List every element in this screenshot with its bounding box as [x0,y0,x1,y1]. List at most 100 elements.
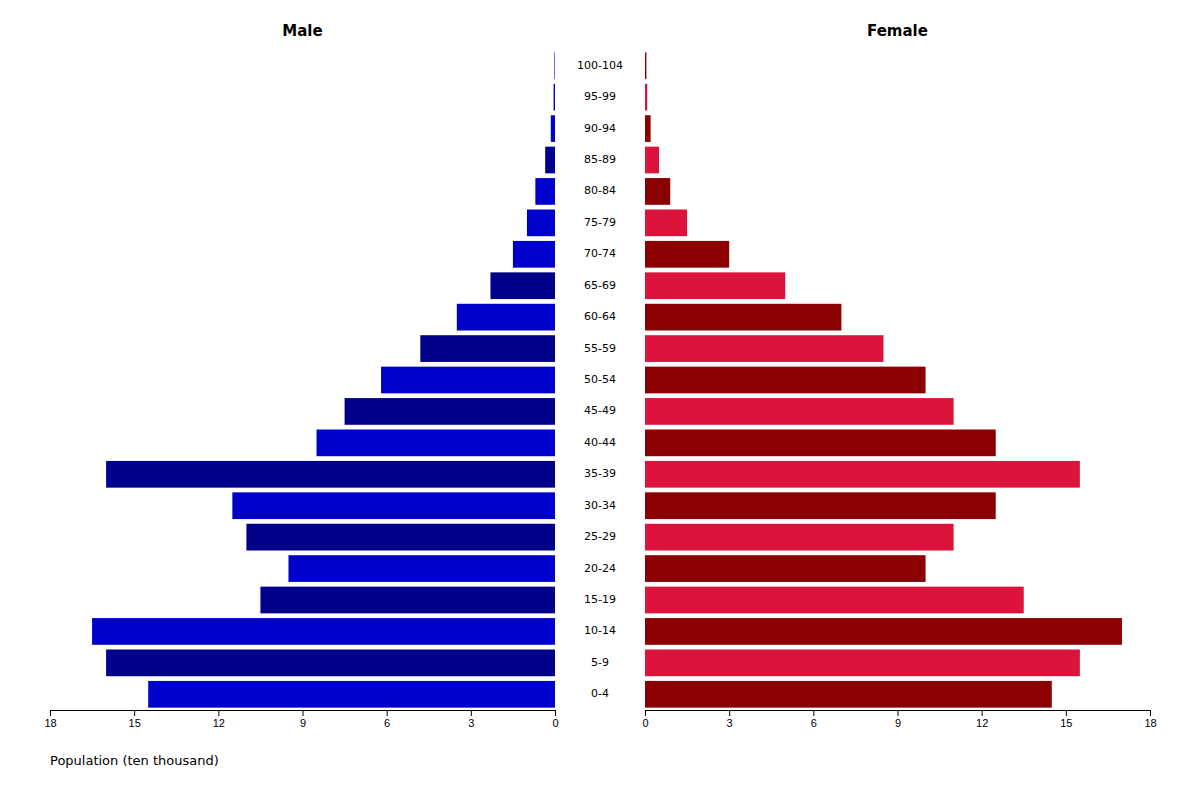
bar [513,241,555,268]
tick-label: 6 [384,717,390,729]
axis-line [646,711,1151,717]
bar [535,178,555,205]
tick-label: 9 [300,717,306,729]
tick: 6 [384,710,390,729]
category-label: 15-19 [584,593,616,606]
bar [288,555,555,582]
category-label: 25-29 [584,530,616,543]
tick-mark [387,710,388,716]
bar [645,272,785,299]
tick: 6 [811,710,817,729]
bar [381,367,555,394]
tick-label: 3 [468,717,474,729]
category-label: 85-89 [584,153,616,166]
panel-title: Male [282,22,322,40]
category-label: 90-94 [584,122,616,135]
chart: 0369121518Male0369121518Female0-45-910-1… [0,0,1200,800]
category-label: 0-4 [591,687,609,700]
bar [554,84,555,111]
tick-label: 15 [129,717,141,729]
tick-mark [1150,710,1151,716]
bar [551,115,555,142]
bar [645,147,659,174]
category-label: 80-84 [584,184,616,197]
bar [645,241,729,268]
tick-mark [555,710,556,716]
bar [645,492,996,519]
tick-mark [898,710,899,716]
bar [106,650,555,677]
bar [92,618,555,645]
axis-line [51,711,556,717]
tick: 12 [976,710,988,729]
category-label: 100-104 [577,59,623,72]
category-label: 70-74 [584,247,616,260]
tick-label: 0 [552,717,558,729]
tick-mark [645,710,646,716]
category-labels: 0-45-910-1415-1920-2425-2930-3435-3940-4… [577,59,623,701]
bar [645,555,926,582]
bar [645,650,1080,677]
tick-label: 12 [213,717,225,729]
bars [92,52,555,707]
bar [645,304,841,331]
tick-label: 15 [1060,717,1072,729]
tick: 12 [213,710,225,729]
bar [645,524,954,551]
category-label: 40-44 [584,436,616,449]
tick-mark [50,710,51,716]
category-label: 10-14 [584,624,616,637]
tick-label: 0 [642,717,648,729]
bar [317,430,555,457]
bar [645,461,1080,488]
tick-mark [218,710,219,716]
category-label: 75-79 [584,216,616,229]
bar [645,587,1024,614]
tick-mark [729,710,730,716]
tick-label: 18 [1144,717,1156,729]
bar [645,115,651,142]
bar [645,430,996,457]
tick: 3 [727,710,733,729]
panel-title: Female [867,22,928,40]
x-axis: 0 3 6 9 12 15 18 [642,710,1156,729]
x-axis: 0 3 6 9 12 15 18 [44,710,558,729]
tick-label: 18 [44,717,56,729]
bar [345,398,555,425]
category-label: 30-34 [584,499,616,512]
bar [645,367,926,394]
bar [645,398,954,425]
bar [645,618,1122,645]
tick-mark [303,710,304,716]
bar [260,587,555,614]
bar [645,52,646,79]
tick: 9 [300,710,306,729]
bar [420,335,555,362]
tick: 15 [129,710,141,729]
bar [545,147,555,174]
category-label: 95-99 [584,90,616,103]
category-label: 55-59 [584,342,616,355]
category-label: 20-24 [584,562,616,575]
category-label: 60-64 [584,310,616,323]
tick: 18 [44,710,56,729]
category-label: 35-39 [584,467,616,480]
tick-mark [1066,710,1067,716]
bar [232,492,555,519]
bar [645,84,647,111]
bar [527,210,555,237]
bar [645,210,687,237]
tick-label: 3 [727,717,733,729]
bar [148,681,555,708]
category-label: 50-54 [584,373,616,386]
bars [645,52,1122,707]
tick-label: 6 [811,717,817,729]
tick: 3 [468,710,474,729]
tick: 18 [1144,710,1156,729]
bar [554,52,555,79]
tick: 9 [895,710,901,729]
bar [645,335,883,362]
tick-label: 12 [976,717,988,729]
category-label: 65-69 [584,279,616,292]
bar [490,272,555,299]
